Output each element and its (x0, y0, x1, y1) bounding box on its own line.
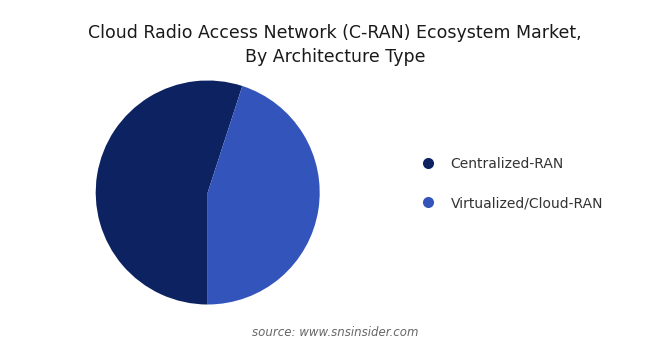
Wedge shape (96, 80, 243, 304)
Legend: Centralized-RAN, Virtualized/Cloud-RAN: Centralized-RAN, Virtualized/Cloud-RAN (409, 152, 608, 216)
Text: source: www.snsinsider.com: source: www.snsinsider.com (252, 327, 418, 340)
Text: Cloud Radio Access Network (C-RAN) Ecosystem Market,
By Architecture Type: Cloud Radio Access Network (C-RAN) Ecosy… (88, 25, 582, 66)
Wedge shape (208, 86, 320, 304)
